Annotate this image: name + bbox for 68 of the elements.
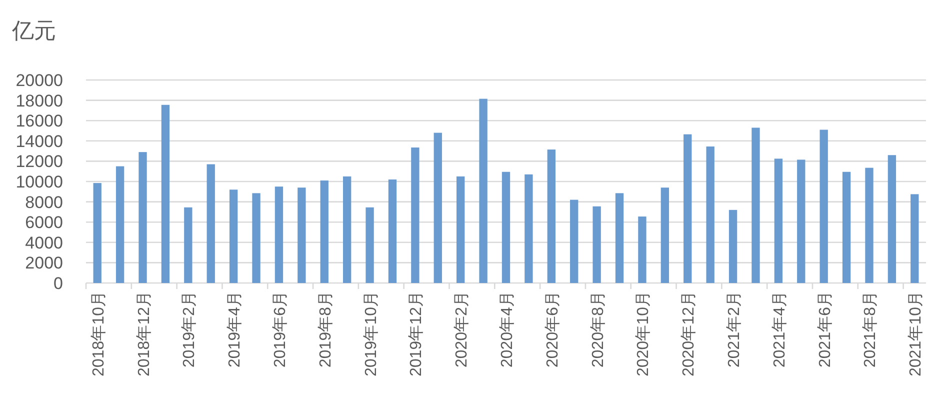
bar	[615, 193, 624, 283]
bar	[502, 172, 510, 283]
x-tick-label: 2021年4月	[771, 291, 788, 368]
bar	[660, 188, 670, 283]
x-tick-label: 2021年10月	[908, 291, 925, 376]
bar	[434, 132, 442, 283]
y-tick-label: 0	[54, 274, 63, 293]
bar	[229, 190, 238, 283]
bar	[888, 155, 896, 283]
bar	[774, 158, 783, 283]
bar	[161, 104, 170, 283]
x-tick-label: 2020年6月	[544, 291, 562, 368]
bar	[116, 166, 124, 283]
y-tick-label: 10000	[16, 172, 63, 192]
x-tick-label: 2019年2月	[181, 291, 198, 368]
x-tick-label: 2018年10月	[90, 291, 108, 376]
x-tick-label: 2019年12月	[408, 291, 426, 376]
bar	[592, 206, 601, 283]
y-tick-label: 4000	[25, 233, 63, 252]
bar	[206, 164, 215, 283]
bar	[570, 200, 578, 283]
x-tick-label: 2019年4月	[226, 291, 244, 368]
bar	[138, 152, 147, 283]
y-axis-title: 亿元	[11, 18, 56, 43]
x-tick-label: 2018年12月	[136, 291, 153, 376]
bar	[728, 210, 738, 283]
bar	[910, 194, 919, 283]
bar	[524, 174, 533, 283]
y-tick-label: 8000	[25, 192, 63, 212]
bar	[320, 180, 328, 283]
y-tick-label: 18000	[16, 91, 63, 110]
y-tick-label: 16000	[16, 112, 63, 131]
bar	[865, 168, 874, 283]
y-tick-label: 6000	[25, 213, 63, 232]
x-tick-label: 2020年2月	[454, 291, 471, 368]
bar	[638, 216, 646, 283]
x-tick-label: 2020年8月	[590, 291, 607, 368]
bar	[842, 172, 851, 283]
bar	[366, 207, 374, 283]
bar	[479, 98, 488, 283]
bar	[797, 160, 806, 283]
bar	[184, 207, 192, 283]
bar	[706, 146, 714, 283]
bar	[252, 193, 260, 283]
x-tick-label: 2019年10月	[362, 291, 380, 376]
bar	[93, 183, 102, 283]
x-tick-label: 2021年6月	[816, 291, 834, 368]
x-tick-label: 2021年8月	[862, 291, 880, 368]
y-tick-label: 12000	[16, 152, 63, 172]
bar	[820, 130, 828, 283]
x-tick-label: 2019年6月	[272, 291, 289, 368]
bar	[547, 150, 556, 283]
bar	[752, 128, 760, 283]
x-tick-label: 2020年12月	[680, 291, 698, 376]
x-tick-label: 2020年10月	[635, 291, 652, 376]
x-tick-label: 2020年4月	[499, 291, 516, 368]
bar	[298, 188, 306, 283]
bar	[342, 176, 352, 283]
bar	[684, 134, 692, 283]
bar	[411, 147, 420, 283]
bar	[456, 176, 465, 283]
bar	[388, 179, 397, 283]
y-tick-label: 20000	[16, 71, 63, 90]
y-tick-label: 2000	[25, 254, 63, 273]
bar	[274, 186, 284, 283]
y-tick-label: 14000	[16, 132, 63, 151]
x-tick-label: 2019年8月	[317, 291, 334, 368]
x-tick-label: 2021年2月	[726, 291, 744, 368]
